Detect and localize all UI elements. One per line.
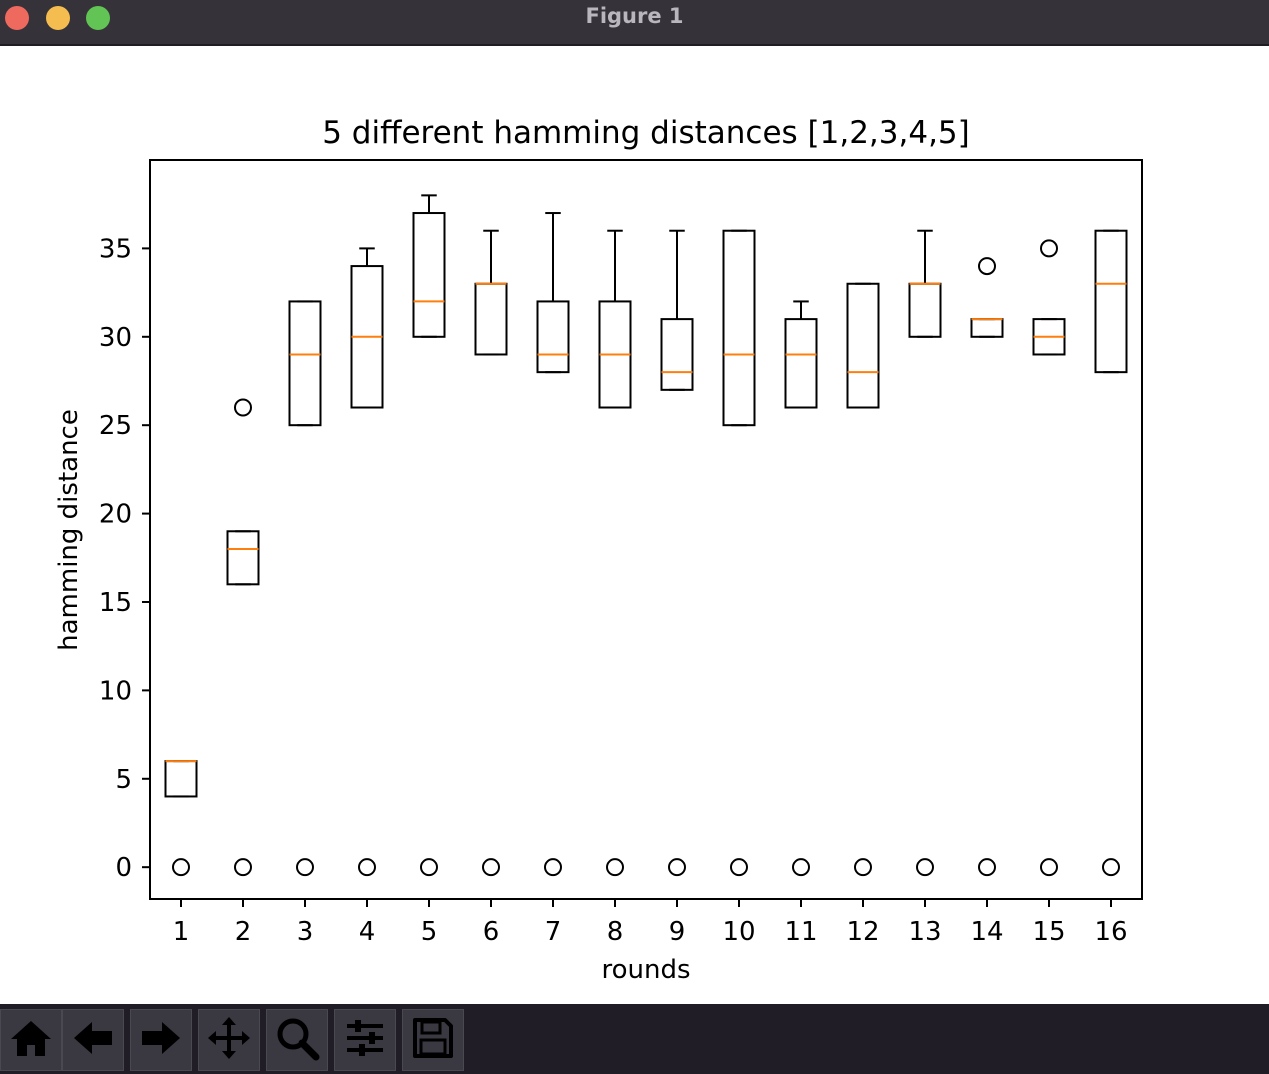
outlier-point	[978, 858, 996, 877]
zoom-magnifier-icon	[274, 1015, 320, 1065]
x-tick-label: 11	[784, 917, 817, 947]
home-icon	[8, 1015, 54, 1065]
zoom-button[interactable]	[266, 1009, 328, 1071]
pan-move-icon	[206, 1015, 252, 1065]
x-tick-label: 16	[1094, 917, 1127, 947]
x-tick-label: 12	[846, 917, 879, 947]
boxplot-chart: 5 different hamming distances [1,2,3,4,5…	[54, 115, 1143, 985]
y-tick-label: 35	[99, 234, 132, 264]
close-window-button[interactable]	[5, 6, 29, 30]
x-tick-label: 2	[235, 917, 252, 947]
save-button[interactable]	[402, 1009, 464, 1071]
save-floppy-icon	[410, 1015, 456, 1065]
x-tick-label: 15	[1032, 917, 1065, 947]
y-tick-label: 0	[115, 853, 132, 883]
x-tick-label: 13	[908, 917, 941, 947]
y-tick-label: 30	[99, 323, 132, 353]
forward-arrow-icon	[138, 1015, 184, 1065]
x-tick-label: 14	[970, 917, 1003, 947]
box-iqr	[536, 300, 570, 374]
outlier-point	[730, 858, 748, 877]
box-iqr	[164, 760, 198, 798]
x-tick-label: 1	[173, 917, 190, 947]
outlier-point	[482, 858, 500, 877]
outlier-point	[1040, 858, 1058, 877]
outlier-point	[668, 858, 686, 877]
outlier-point	[234, 398, 252, 417]
home-button[interactable]	[0, 1009, 62, 1071]
y-tick-label: 25	[99, 411, 132, 441]
outlier-point	[1102, 858, 1120, 877]
box-iqr	[288, 300, 322, 427]
minimize-window-button[interactable]	[46, 6, 70, 30]
box-iqr	[474, 282, 508, 356]
x-tick-label: 5	[421, 917, 438, 947]
configure-subplots-button[interactable]	[334, 1009, 396, 1071]
outlier-point	[854, 858, 872, 877]
maximize-window-button[interactable]	[86, 6, 110, 30]
box-iqr	[846, 282, 880, 409]
x-tick-label: 3	[297, 917, 314, 947]
outlier-point	[544, 858, 562, 877]
back-arrow-icon	[70, 1015, 116, 1065]
y-tick-label: 5	[115, 765, 132, 795]
box-iqr	[908, 282, 942, 338]
configure-subplots-icon	[342, 1015, 388, 1065]
outlier-point	[606, 858, 624, 877]
x-axis-label: rounds	[601, 955, 690, 985]
y-tick-label: 10	[99, 676, 132, 706]
chart-title: 5 different hamming distances [1,2,3,4,5…	[322, 115, 970, 151]
back-button[interactable]	[62, 1009, 124, 1071]
x-tick-label: 4	[359, 917, 376, 947]
outlier-point	[296, 858, 314, 877]
box-iqr	[226, 530, 260, 586]
outlier-point	[358, 858, 376, 877]
outlier-point	[420, 858, 438, 877]
forward-button[interactable]	[130, 1009, 192, 1071]
outlier-point	[916, 858, 934, 877]
y-tick-label: 15	[99, 588, 132, 618]
y-tick-label: 20	[99, 500, 132, 530]
window-titlebar: Figure 1	[0, 0, 1269, 46]
figure-canvas[interactable]: 5 different hamming distances [1,2,3,4,5…	[0, 46, 1269, 1004]
pan-button[interactable]	[198, 1009, 260, 1071]
x-tick-label: 6	[483, 917, 500, 947]
outlier-point	[792, 858, 810, 877]
outlier-point	[234, 858, 252, 877]
box-iqr	[722, 229, 756, 427]
x-tick-label: 8	[607, 917, 624, 947]
box-iqr	[660, 318, 694, 391]
outlier-point	[172, 858, 190, 877]
x-tick-label: 10	[722, 917, 755, 947]
box-iqr	[784, 318, 818, 409]
box-iqr	[970, 318, 1004, 338]
outlier-point	[978, 257, 996, 276]
window-title: Figure 1	[585, 4, 684, 28]
x-tick-label: 9	[669, 917, 686, 947]
outlier-point	[1040, 239, 1058, 258]
navigation-toolbar	[0, 1004, 1269, 1074]
box-iqr	[1094, 229, 1128, 374]
plot-area-frame	[149, 159, 1143, 900]
box-iqr	[412, 212, 446, 338]
y-axis-label: hamming distance	[54, 409, 84, 651]
x-tick-label: 7	[545, 917, 562, 947]
